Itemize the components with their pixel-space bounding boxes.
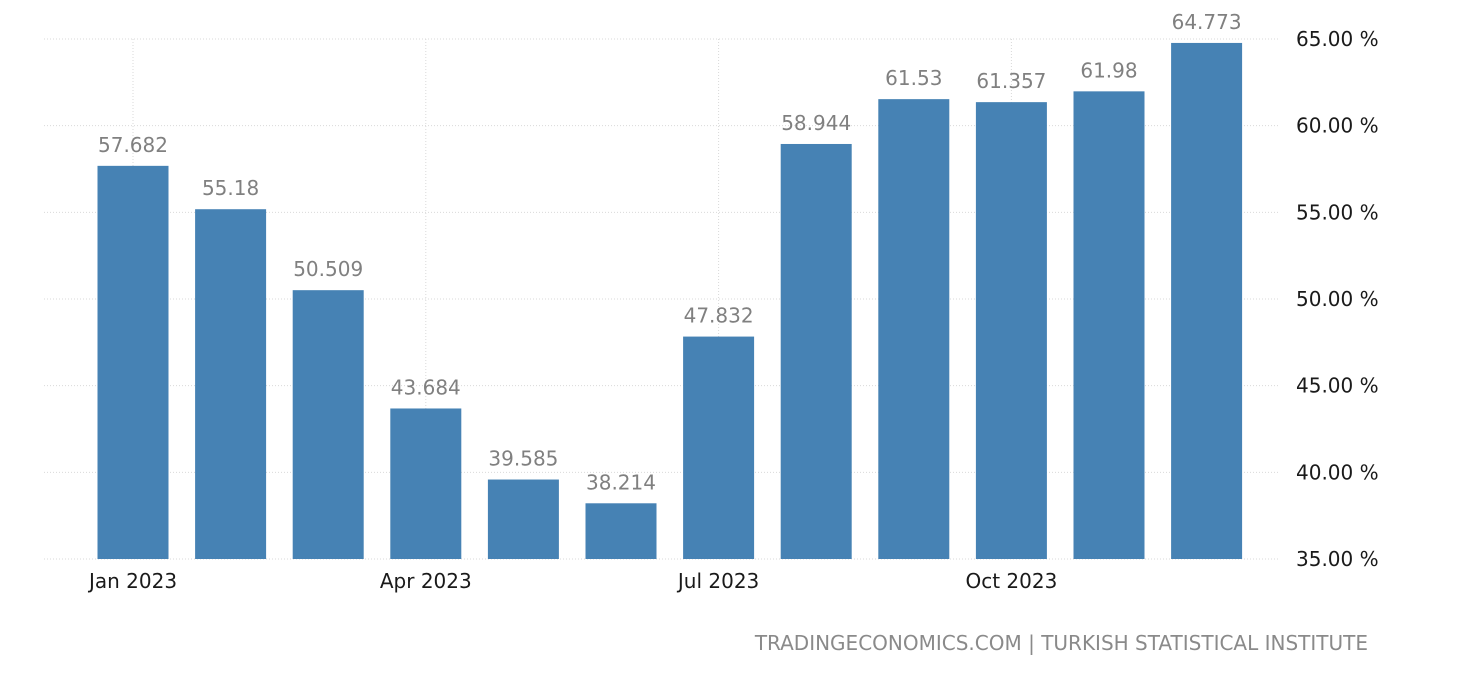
bar [390,408,462,559]
source-credit: TRADINGECONOMICS.COM | TURKISH STATISTIC… [754,631,1368,655]
bar-value-label: 47.832 [684,304,754,328]
bar-value-label: 43.684 [391,375,461,399]
bar-value-label: 38.214 [586,470,656,494]
y-axis: 35.00 % 40.00 % 45.00 % 50.00 % 55.00 % 60.00… [1296,27,1379,571]
x-tick-label: Jul 2023 [676,569,759,593]
bar [292,290,364,559]
bar [780,143,852,559]
bar-value-label: 58.944 [781,111,851,135]
x-tick-label: Oct 2023 [965,569,1057,593]
bar-value-label: 61.53 [885,66,942,90]
bar [1073,91,1145,559]
y-tick-label: 35.00 % [1296,547,1379,571]
bar [975,102,1047,560]
y-tick-label: 50.00 % [1296,287,1379,311]
y-tick-label: 40.00 % [1296,460,1379,484]
bar [195,209,267,560]
y-tick-label: 55.00 % [1296,200,1379,224]
y-tick-label: 45.00 % [1296,374,1379,398]
bar [487,479,559,559]
bar-value-label: 39.585 [488,447,558,471]
bar-value-label: 50.509 [293,257,363,281]
bar-value-label: 61.357 [976,69,1046,93]
bar-value-label: 64.773 [1172,10,1242,34]
y-tick-label: 60.00 % [1296,114,1379,138]
bar [878,99,950,559]
x-axis: Jan 2023 Apr 2023 Jul 2023 Oct 2023 [87,569,1057,593]
y-tick-label: 65.00 % [1296,27,1379,51]
bar-value-label: 61.98 [1080,58,1137,82]
value-labels: 57.682 55.18 50.509 43.684 39.585 38.214 47.83… [98,10,1242,494]
x-tick-label: Apr 2023 [380,569,472,593]
bar [585,503,657,559]
bar [1171,42,1243,559]
bar [683,336,755,559]
bar-value-label: 55.18 [202,176,259,200]
bars [97,42,1243,560]
x-tick-label: Jan 2023 [87,569,177,593]
bar-value-label: 57.682 [98,133,168,157]
bar [97,165,169,559]
